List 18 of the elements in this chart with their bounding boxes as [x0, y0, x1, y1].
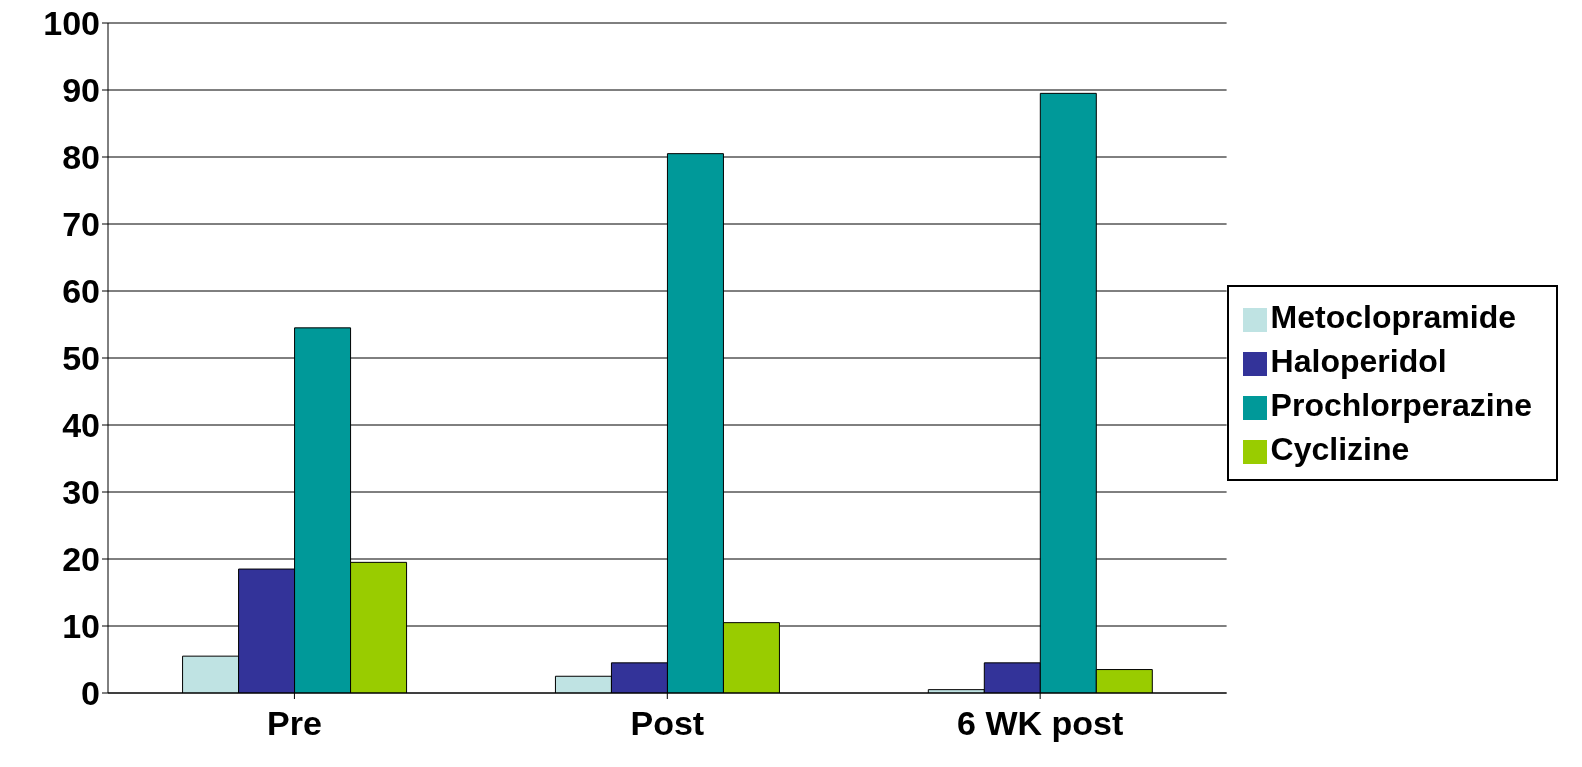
legend-label: Prochlorperazine	[1270, 387, 1532, 423]
y-tick-label: 0	[81, 674, 100, 713]
y-tick-label: 70	[62, 205, 100, 244]
y-tick-label: 60	[62, 272, 100, 311]
y-tick-label: 30	[62, 473, 100, 512]
y-tick-label: 50	[62, 339, 100, 378]
legend-label: Cyclizine	[1270, 431, 1410, 467]
y-tick-label: 20	[62, 540, 100, 579]
y-tick-label: 40	[62, 406, 100, 445]
y-tick-label: 100	[43, 4, 100, 43]
x-tick-label: 6 WK post	[957, 704, 1124, 743]
legend-label: Haloperidol	[1270, 343, 1447, 379]
x-tick-label: Pre	[267, 704, 322, 743]
y-tick-label: 90	[62, 71, 100, 110]
x-tick-label: Post	[630, 704, 705, 743]
legend-label: Metoclopramide	[1270, 299, 1516, 335]
y-tick-label: 80	[62, 138, 100, 177]
y-tick-label: 10	[62, 607, 100, 646]
